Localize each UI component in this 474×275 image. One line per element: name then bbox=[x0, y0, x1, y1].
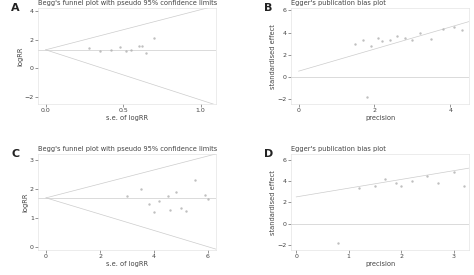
Point bbox=[191, 178, 198, 183]
Point bbox=[127, 48, 135, 52]
Text: D: D bbox=[264, 149, 273, 160]
Point bbox=[85, 46, 93, 51]
Y-axis label: logRR: logRR bbox=[22, 192, 28, 212]
X-axis label: s.e. of logRR: s.e. of logRR bbox=[106, 115, 148, 121]
Y-axis label: standardised effect: standardised effect bbox=[270, 170, 276, 235]
Point bbox=[172, 190, 180, 194]
Point bbox=[137, 187, 145, 191]
Point bbox=[401, 36, 409, 40]
Point bbox=[150, 210, 158, 214]
Point bbox=[135, 44, 143, 48]
X-axis label: s.e. of logRR: s.e. of logRR bbox=[106, 261, 148, 267]
Text: Begg's funnel plot with pseudo 95% confidence limits: Begg's funnel plot with pseudo 95% confi… bbox=[38, 1, 217, 7]
Point bbox=[155, 199, 163, 203]
Point bbox=[201, 193, 209, 197]
Text: C: C bbox=[11, 149, 19, 160]
Point bbox=[122, 49, 130, 53]
Point bbox=[359, 38, 367, 42]
Y-axis label: standardised effect: standardised effect bbox=[270, 24, 276, 89]
Point bbox=[204, 197, 212, 202]
Text: Egger's publication bias plot: Egger's publication bias plot bbox=[291, 1, 386, 7]
Text: B: B bbox=[264, 4, 273, 13]
Point bbox=[182, 209, 190, 213]
Point bbox=[450, 25, 458, 29]
Point bbox=[143, 51, 150, 55]
Point bbox=[166, 207, 174, 212]
Point bbox=[434, 181, 442, 185]
Point bbox=[123, 194, 131, 199]
Point bbox=[150, 36, 158, 40]
Point bbox=[409, 38, 416, 42]
Point bbox=[450, 170, 457, 175]
Point bbox=[107, 48, 115, 52]
Point bbox=[416, 30, 424, 35]
Point bbox=[363, 94, 371, 99]
Point bbox=[352, 41, 359, 46]
Point bbox=[145, 202, 153, 206]
Y-axis label: logRR: logRR bbox=[17, 46, 23, 66]
Point bbox=[356, 186, 363, 191]
Point bbox=[439, 27, 447, 31]
Point bbox=[177, 206, 185, 210]
Point bbox=[424, 173, 431, 178]
Text: Begg's funnel plot with pseudo 95% confidence limits: Begg's funnel plot with pseudo 95% confi… bbox=[38, 147, 217, 152]
Text: Egger's publication bias plot: Egger's publication bias plot bbox=[291, 147, 386, 152]
Point bbox=[392, 181, 400, 185]
Point bbox=[460, 184, 468, 188]
Point bbox=[458, 28, 465, 32]
Point bbox=[397, 184, 405, 188]
Point bbox=[386, 38, 393, 42]
Point bbox=[374, 36, 382, 40]
Point bbox=[378, 39, 386, 43]
Point bbox=[138, 43, 146, 48]
X-axis label: precision: precision bbox=[365, 115, 395, 121]
Point bbox=[428, 37, 435, 41]
Point bbox=[393, 34, 401, 38]
Point bbox=[371, 184, 379, 188]
Point bbox=[335, 241, 342, 245]
Point bbox=[367, 43, 374, 48]
Point bbox=[382, 177, 389, 181]
Point bbox=[116, 45, 124, 49]
Text: A: A bbox=[11, 4, 20, 13]
Point bbox=[408, 179, 415, 183]
Point bbox=[96, 48, 104, 53]
X-axis label: precision: precision bbox=[365, 261, 395, 267]
Point bbox=[164, 194, 171, 199]
